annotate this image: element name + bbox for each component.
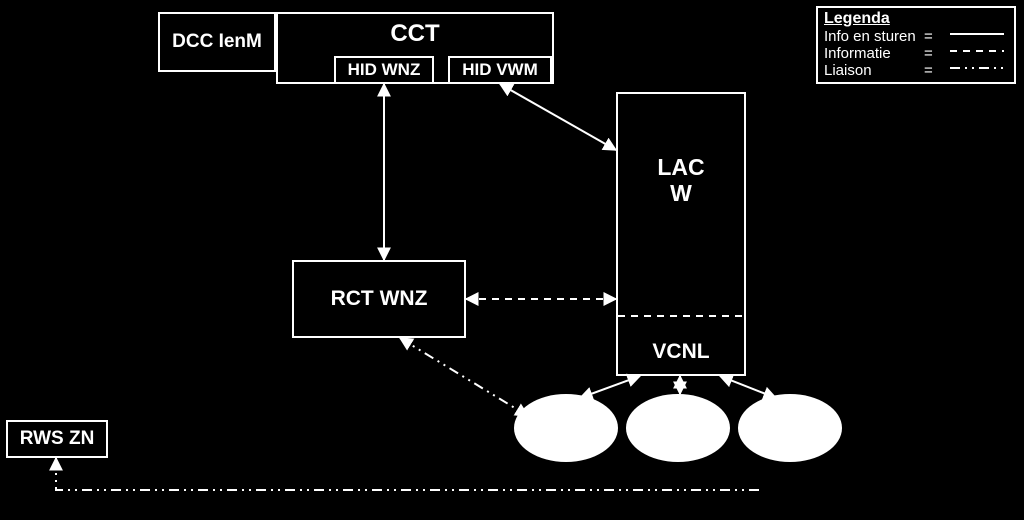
node-vcnl-label: VCNL [618,340,744,364]
node-rwszn-label: RWS ZN [20,428,95,450]
legend-row-2-sep: = [924,62,933,79]
legend-row-2: Liaison = [824,62,1008,79]
node-lacw-label: LAC W [618,94,744,207]
legend-title: Legenda [824,10,1008,28]
node-hidwnz: HID WNZ [334,56,434,84]
ellipse-3 [738,394,842,462]
legend-box: Legenda Info en sturen = Informatie = Li… [816,6,1016,84]
legend-row-1-sep: = [924,45,933,62]
legend-row-0-sep: = [924,28,933,45]
node-rct-label: RCT WNZ [331,287,428,311]
legend-row-2-label: Liaison [824,62,924,79]
node-hidvwm: HID VWM [448,56,552,84]
ellipse-1 [514,394,618,462]
node-cct-label: CCT [390,20,439,48]
node-hidvwm-label: HID VWM [462,60,538,80]
node-dcc: DCC IenM [158,12,276,72]
node-dcc-label: DCC IenM [172,31,262,53]
legend-row-1-label: Informatie [824,45,924,62]
legend-row-0-label: Info en sturen [824,28,924,45]
legend-row-0: Info en sturen = [824,28,1008,45]
legend-row-1: Informatie = [824,45,1008,62]
node-rct: RCT WNZ [292,260,466,338]
node-lacw: LAC W VCNL [616,92,746,376]
node-rwszn: RWS ZN [6,420,108,458]
node-hidwnz-label: HID WNZ [348,60,421,80]
ellipse-2 [626,394,730,462]
